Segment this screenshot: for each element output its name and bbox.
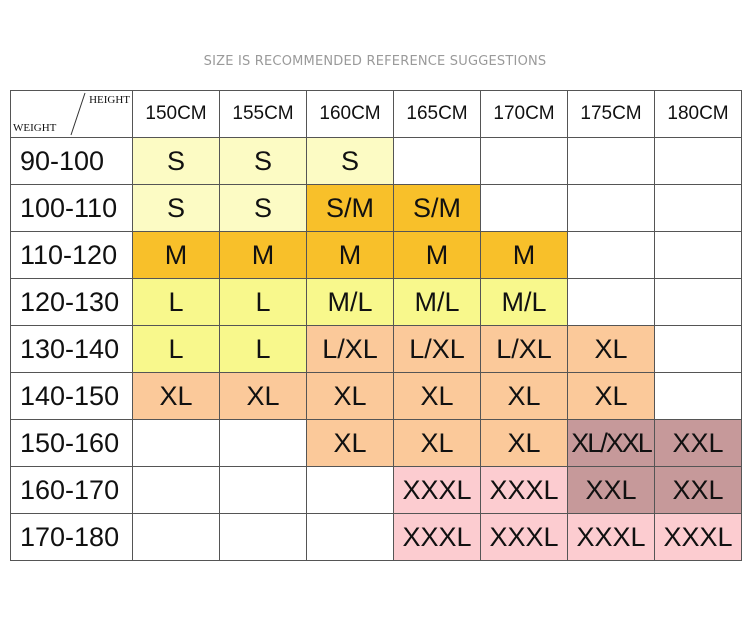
height-header-150cm: 150CM (132, 90, 220, 138)
size-cell: L (132, 278, 220, 326)
empty-cell (654, 278, 742, 326)
size-chart-table-wrapper: HEIGHT WEIGHT 150CM 155CM 160CM 165CM 170CM 1… (10, 90, 742, 561)
empty-cell (480, 184, 568, 232)
empty-cell (132, 419, 220, 467)
table-row: 110-120 M M M M M (10, 231, 742, 279)
table-row: 120-130 L L M/L M/L M/L (10, 278, 742, 326)
size-cell: S (132, 137, 220, 185)
size-cell: XXXL (480, 466, 568, 514)
height-header-170cm: 170CM (480, 90, 568, 138)
table-row: 140-150 XL XL XL XL XL XL (10, 372, 742, 420)
empty-cell (654, 325, 742, 373)
empty-cell (567, 278, 655, 326)
weight-label: 160-170 (10, 466, 133, 514)
weight-label: 140-150 (10, 372, 133, 420)
height-header-155cm: 155CM (219, 90, 307, 138)
empty-cell (654, 231, 742, 279)
size-cell: XXL (567, 466, 655, 514)
empty-cell (567, 137, 655, 185)
size-cell: XXXL (480, 513, 568, 561)
table-row: 130-140 L L L/XL L/XL L/XL XL (10, 325, 742, 373)
size-cell: XXL (654, 466, 742, 514)
size-cell: L (219, 325, 307, 373)
empty-cell (480, 137, 568, 185)
size-cell: S/M (306, 184, 394, 232)
size-cell: L/XL (306, 325, 394, 373)
size-cell: XL (219, 372, 307, 420)
diagonal-divider (70, 92, 86, 136)
size-cell: L/XL (393, 325, 481, 373)
size-chart-table: HEIGHT WEIGHT 150CM 155CM 160CM 165CM 170CM 1… (10, 90, 742, 561)
size-cell: XL (480, 372, 568, 420)
chart-title: SIZE IS RECOMMENDED REFERENCE SUGGESTION… (203, 54, 547, 69)
weight-label: 100-110 (10, 184, 133, 232)
size-cell: S (306, 137, 394, 185)
weight-label: 90-100 (10, 137, 133, 185)
size-cell: XXXL (567, 513, 655, 561)
size-cell: M (480, 231, 568, 279)
empty-cell (132, 513, 220, 561)
empty-cell (306, 466, 394, 514)
corner-cell: HEIGHT WEIGHT (10, 90, 133, 138)
height-header-165cm: 165CM (393, 90, 481, 138)
height-axis-label: HEIGHT (89, 94, 130, 106)
height-header-160cm: 160CM (306, 90, 394, 138)
size-cell: XL (567, 325, 655, 373)
size-cell: S (132, 184, 220, 232)
height-header-180cm: 180CM (654, 90, 742, 138)
weight-axis-label: WEIGHT (13, 122, 57, 134)
header-row: HEIGHT WEIGHT 150CM 155CM 160CM 165CM 170CM 1… (10, 90, 742, 138)
empty-cell (567, 184, 655, 232)
size-cell: XL (132, 372, 220, 420)
empty-cell (393, 137, 481, 185)
table-row: 90-100 S S S (10, 137, 742, 185)
size-cell: XL (393, 419, 481, 467)
size-cell: XXXL (654, 513, 742, 561)
weight-label: 110-120 (10, 231, 133, 279)
empty-cell (219, 466, 307, 514)
size-cell: L (219, 278, 307, 326)
size-cell: S (219, 137, 307, 185)
size-cell: M (132, 231, 220, 279)
size-cell: XXXL (393, 513, 481, 561)
size-cell: XL (393, 372, 481, 420)
size-cell: M/L (393, 278, 481, 326)
empty-cell (219, 419, 307, 467)
size-cell: XL/XXL (567, 419, 655, 467)
table-row: 100-110 S S S/M S/M (10, 184, 742, 232)
table-row: 170-180 XXXL XXXL XXXL XXXL (10, 513, 742, 561)
size-cell: M/L (306, 278, 394, 326)
size-cell: M (306, 231, 394, 279)
size-cell: M/L (480, 278, 568, 326)
size-cell: XXL (654, 419, 742, 467)
table-row: 160-170 XXXL XXXL XXL XXL (10, 466, 742, 514)
size-cell: S/M (393, 184, 481, 232)
size-cell: M (393, 231, 481, 279)
empty-cell (306, 513, 394, 561)
weight-label: 150-160 (10, 419, 133, 467)
size-cell: L/XL (480, 325, 568, 373)
size-cell: S (219, 184, 307, 232)
size-cell: XL (306, 372, 394, 420)
empty-cell (654, 372, 742, 420)
size-cell: XL (480, 419, 568, 467)
empty-cell (567, 231, 655, 279)
empty-cell (219, 513, 307, 561)
height-header-175cm: 175CM (567, 90, 655, 138)
size-cell: L (132, 325, 220, 373)
weight-label: 170-180 (10, 513, 133, 561)
table-row: 150-160 XL XL XL XL/XXL XXL (10, 419, 742, 467)
empty-cell (654, 184, 742, 232)
size-cell: XL (567, 372, 655, 420)
size-cell: XXXL (393, 466, 481, 514)
table-body: HEIGHT WEIGHT 150CM 155CM 160CM 165CM 170CM 1… (10, 90, 742, 561)
empty-cell (654, 137, 742, 185)
empty-cell (132, 466, 220, 514)
size-cell: M (219, 231, 307, 279)
weight-label: 130-140 (10, 325, 133, 373)
size-cell: XL (306, 419, 394, 467)
weight-label: 120-130 (10, 278, 133, 326)
